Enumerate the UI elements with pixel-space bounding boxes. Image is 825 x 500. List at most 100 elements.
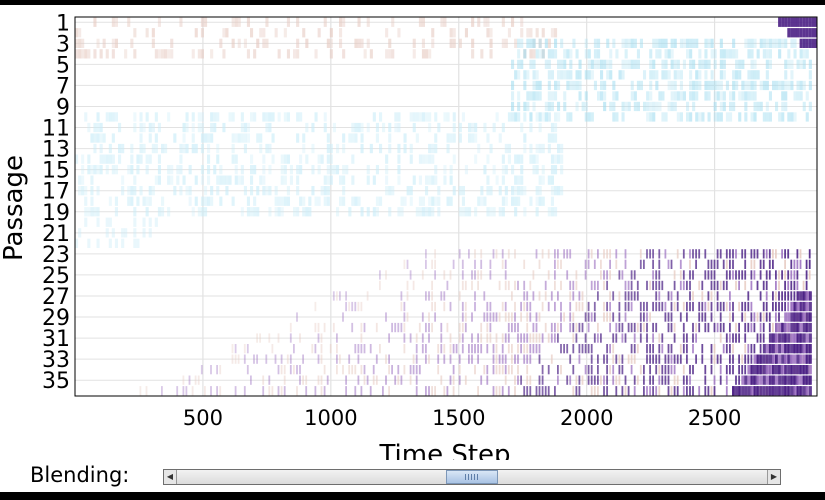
heat-cell [317, 322, 320, 333]
heat-cell [139, 122, 143, 133]
slider-right-arrow-icon[interactable]: ▶ [767, 470, 780, 484]
heat-cell [603, 91, 607, 101]
heat-cell [603, 80, 607, 91]
heat-cell [289, 322, 292, 333]
heat-cell [569, 80, 573, 91]
heat-cell [719, 312, 722, 322]
heat-cell [547, 59, 551, 69]
heat-cell [213, 165, 217, 175]
heat-cell [725, 365, 728, 375]
heat-cell [756, 70, 760, 80]
heat-cell [354, 38, 358, 48]
heat-cell [646, 91, 650, 101]
heat-cell [320, 354, 323, 364]
heat-cell [735, 59, 739, 69]
heat-cell [639, 312, 642, 322]
heat-cell [790, 28, 794, 38]
heat-cell [732, 333, 734, 343]
heat-cell [636, 80, 640, 91]
heat-cell [108, 238, 112, 248]
heat-cell [336, 354, 338, 364]
heat-cell [686, 38, 690, 48]
heat-cell [434, 175, 438, 185]
heat-cell [323, 365, 326, 375]
heat-cell [633, 333, 636, 343]
heat-cell [339, 28, 343, 38]
heat-cell [649, 312, 651, 322]
heat-cell [643, 259, 645, 269]
heat-cell [219, 165, 223, 175]
heat-cell [108, 154, 112, 164]
slider-left-arrow-icon[interactable]: ◀ [164, 470, 177, 484]
heat-cell [652, 375, 654, 385]
heat-cell [729, 259, 731, 269]
heat-cell [520, 38, 524, 48]
heat-cell [511, 80, 515, 91]
heat-cell [403, 312, 406, 322]
heat-cell [339, 291, 341, 301]
heat-cell [336, 291, 338, 301]
heat-cell [676, 301, 679, 312]
heat-cell [532, 59, 536, 69]
heat-cell [157, 122, 161, 133]
heat-cell [796, 59, 800, 69]
heat-cell [529, 333, 532, 343]
heat-cell [449, 133, 453, 143]
heat-cell [207, 196, 211, 206]
heat-cell [363, 49, 367, 59]
heat-cell [741, 59, 745, 69]
heat-cell [225, 186, 229, 196]
heat-cell [84, 186, 88, 196]
heat-cell [200, 49, 204, 59]
heat-cell [805, 375, 809, 385]
heat-cell [139, 386, 142, 396]
heat-cell [394, 122, 398, 133]
heat-cell [756, 365, 760, 375]
heat-cell [314, 386, 317, 396]
heat-cell [200, 207, 204, 217]
heat-cell [615, 49, 619, 59]
heat-cell [200, 122, 204, 133]
heat-cell [667, 291, 670, 301]
heat-cell [428, 386, 430, 396]
heat-cell [449, 354, 452, 364]
heat-cell [121, 238, 125, 248]
heat-cell [538, 122, 542, 133]
heat-cell [762, 112, 766, 122]
heat-cell [471, 333, 473, 343]
heat-cell [762, 365, 766, 375]
heat-cell [289, 165, 293, 175]
heat-cell [87, 207, 91, 217]
heat-cell [787, 322, 791, 333]
blending-slider[interactable]: ◀ ▶ [163, 469, 781, 485]
heat-cell [431, 175, 435, 185]
heat-cell [492, 386, 495, 396]
heat-cell [489, 322, 492, 333]
heat-cell [182, 143, 186, 154]
y-tick-label: 33 [42, 348, 70, 373]
heat-cell [741, 249, 744, 259]
heat-cell [517, 59, 521, 69]
heat-cell [431, 28, 435, 38]
heat-cell [802, 312, 806, 322]
heat-cell [563, 59, 567, 69]
slider-track[interactable] [177, 470, 767, 484]
heat-cell [661, 280, 664, 291]
heat-cell [357, 354, 360, 364]
heat-cell [603, 270, 605, 280]
heat-cell [111, 228, 115, 238]
heat-cell [787, 80, 791, 91]
heat-cell [188, 165, 192, 175]
heat-cell [704, 386, 707, 396]
heat-cell [639, 259, 642, 269]
slider-thumb[interactable] [446, 470, 498, 484]
heat-cell [130, 38, 134, 48]
heat-cell [474, 154, 478, 164]
blending-control: Blending: ◀ ▶ [0, 460, 825, 492]
heat-cell [713, 101, 717, 112]
heat-cell [784, 291, 786, 301]
heat-cell [219, 386, 222, 396]
heat-cell [796, 322, 800, 333]
heat-cell [747, 80, 751, 91]
heat-cell [584, 70, 588, 80]
